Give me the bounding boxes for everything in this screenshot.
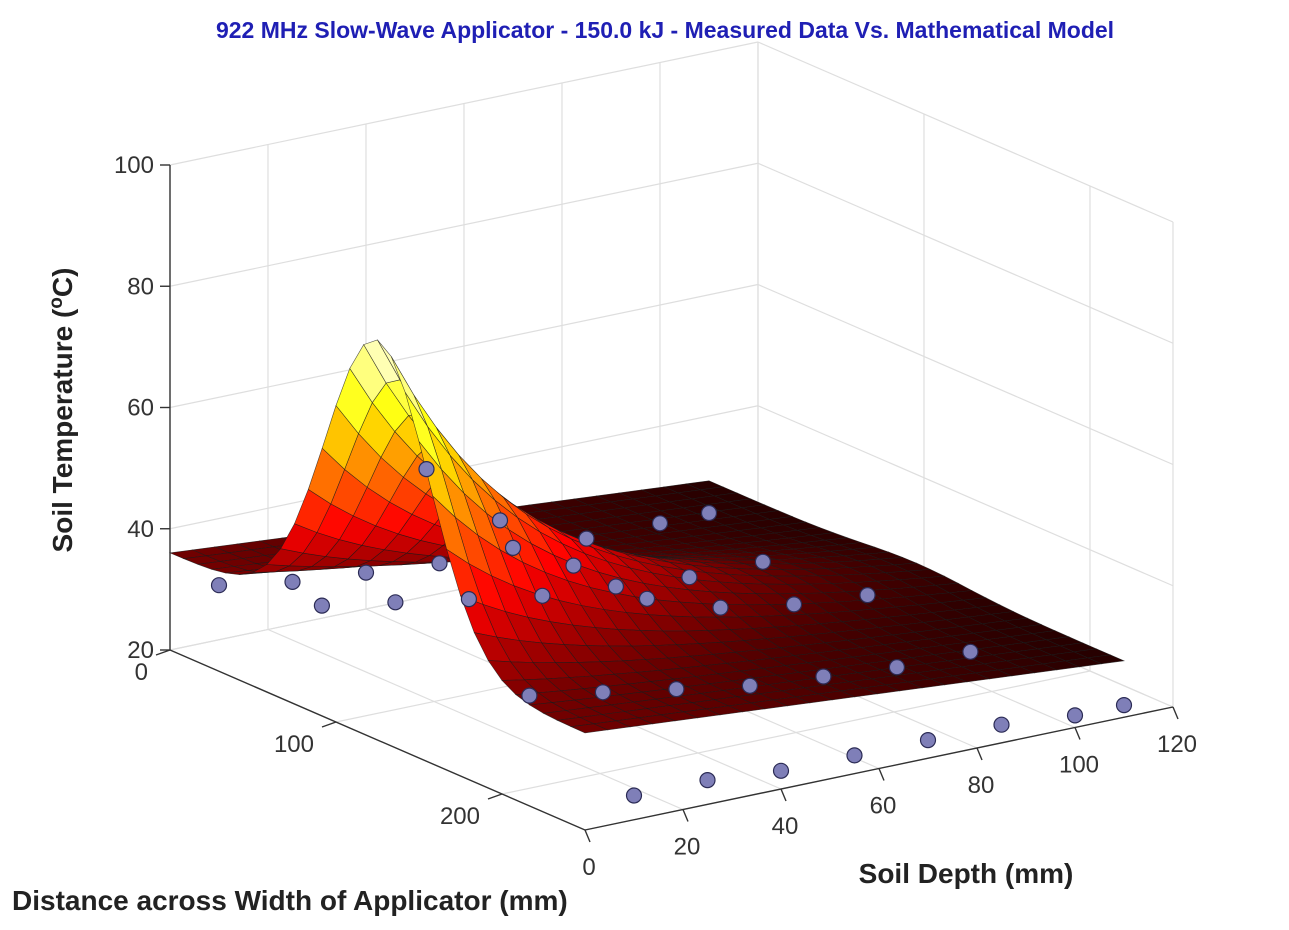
measured-point bbox=[741, 677, 759, 694]
z-tick-label: 20 bbox=[127, 637, 154, 664]
x-axis-label: Distance across Width of Applicator (mm) bbox=[12, 885, 568, 916]
axes bbox=[155, 164, 1179, 843]
y-tick-mark bbox=[1172, 706, 1179, 720]
x-tick-label: 100 bbox=[274, 731, 314, 758]
y-tick-mark bbox=[780, 788, 787, 802]
grid-line bbox=[757, 405, 1174, 587]
measured-point bbox=[357, 564, 375, 581]
x-tick-label: 0 bbox=[135, 659, 148, 686]
measured-point bbox=[534, 587, 551, 604]
measured-point bbox=[846, 747, 863, 764]
z-tick-label: 100 bbox=[114, 152, 154, 179]
grid-line bbox=[757, 162, 1174, 344]
measured-point bbox=[431, 555, 448, 572]
measured-point bbox=[754, 553, 772, 570]
measured-point bbox=[668, 680, 685, 698]
measured-point bbox=[491, 512, 509, 529]
measured-point bbox=[712, 599, 729, 616]
axis-labels: Distance across Width of Applicator (mm)… bbox=[12, 268, 1073, 916]
measured-point bbox=[1066, 707, 1084, 724]
measured-point bbox=[625, 787, 643, 804]
x-tick-mark bbox=[487, 793, 503, 800]
chart-title: 922 MHz Slow-Wave Applicator - 150.0 kJ … bbox=[216, 17, 1114, 43]
x-tick-mark bbox=[321, 721, 337, 728]
z-tick-label: 60 bbox=[127, 395, 154, 422]
y-tick-mark bbox=[878, 768, 885, 781]
y-tick-label: 40 bbox=[772, 813, 799, 840]
z-tick-label: 40 bbox=[127, 516, 154, 543]
measured-point bbox=[919, 731, 937, 749]
measured-point bbox=[993, 716, 1010, 733]
y-tick-mark bbox=[1074, 727, 1081, 740]
y-tick-label: 20 bbox=[674, 834, 701, 861]
measured-point bbox=[313, 597, 330, 614]
measured-points bbox=[210, 461, 1133, 804]
measured-point bbox=[699, 771, 716, 789]
measured-point bbox=[700, 504, 718, 522]
measured-point bbox=[460, 590, 477, 608]
measured-point bbox=[210, 577, 228, 594]
y-tick-mark bbox=[976, 747, 983, 761]
y-tick-label: 0 bbox=[582, 854, 595, 881]
y-axis-label: Soil Depth (mm) bbox=[859, 858, 1074, 889]
y-tick-label: 80 bbox=[968, 772, 995, 799]
measured-point bbox=[888, 659, 906, 676]
measured-point bbox=[651, 515, 669, 532]
y-tick-label: 120 bbox=[1157, 731, 1197, 758]
measured-point bbox=[418, 461, 435, 478]
measured-point bbox=[578, 530, 595, 547]
x-tick-mark bbox=[155, 649, 171, 656]
y-tick-mark bbox=[584, 829, 591, 843]
grid-line bbox=[757, 41, 1174, 223]
measured-point bbox=[785, 596, 803, 613]
measured-point bbox=[681, 569, 698, 586]
z-axis-label: Soil Temperature (oC) bbox=[46, 268, 78, 553]
z-tick-label: 80 bbox=[127, 273, 154, 300]
measured-point bbox=[859, 586, 876, 604]
measured-point bbox=[962, 643, 979, 660]
grid-line bbox=[501, 670, 1091, 795]
surface-patch bbox=[570, 723, 609, 734]
measured-point bbox=[284, 573, 301, 591]
y-tick-mark bbox=[682, 809, 689, 822]
measured-point bbox=[772, 762, 790, 779]
measured-point bbox=[638, 590, 656, 607]
measured-point bbox=[607, 578, 625, 595]
grid-line bbox=[267, 628, 684, 811]
x-axis-line bbox=[169, 649, 586, 831]
measured-point bbox=[387, 594, 404, 611]
y-tick-label: 60 bbox=[870, 793, 897, 820]
measured-point bbox=[521, 687, 538, 704]
measured-point bbox=[815, 668, 832, 685]
grid-line bbox=[757, 283, 1174, 466]
x-tick-label: 200 bbox=[440, 803, 480, 830]
y-tick-label: 100 bbox=[1059, 752, 1099, 779]
measured-point bbox=[565, 557, 582, 574]
measured-point bbox=[594, 684, 612, 701]
measured-point bbox=[1115, 696, 1133, 714]
measured-point bbox=[504, 539, 522, 557]
model-surface bbox=[168, 339, 1126, 734]
